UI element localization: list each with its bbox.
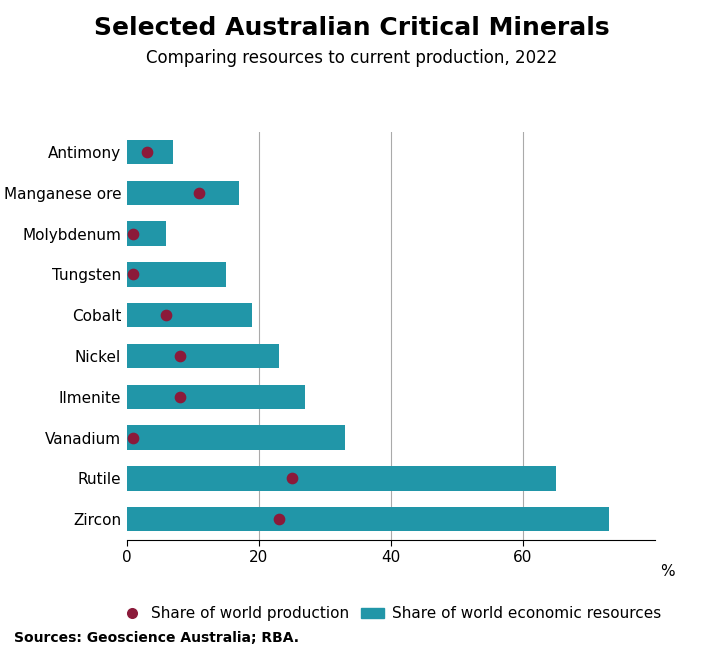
Bar [127,139,173,164]
Bar [127,303,252,328]
Point [273,514,284,524]
Point [286,473,297,484]
Text: Comparing resources to current production, 2022: Comparing resources to current productio… [146,49,558,67]
Point [174,392,185,402]
Text: Selected Australian Critical Minerals: Selected Australian Critical Minerals [94,16,610,40]
Bar [127,221,166,246]
Legend: Share of world production, Share of world economic resources: Share of world production, Share of worl… [114,600,667,628]
Bar [127,466,555,491]
Bar [127,262,226,287]
Bar [127,180,239,205]
Point [127,228,139,239]
Bar [127,384,305,409]
Point [127,269,139,280]
Point [141,147,152,157]
Text: Sources: Geoscience Australia; RBA.: Sources: Geoscience Australia; RBA. [14,631,299,645]
Point [194,188,205,198]
Point [127,432,139,443]
Point [161,310,172,320]
Bar [127,425,344,450]
Bar [127,507,608,532]
Bar [127,343,279,368]
Point [174,351,185,361]
Text: %: % [660,564,674,579]
